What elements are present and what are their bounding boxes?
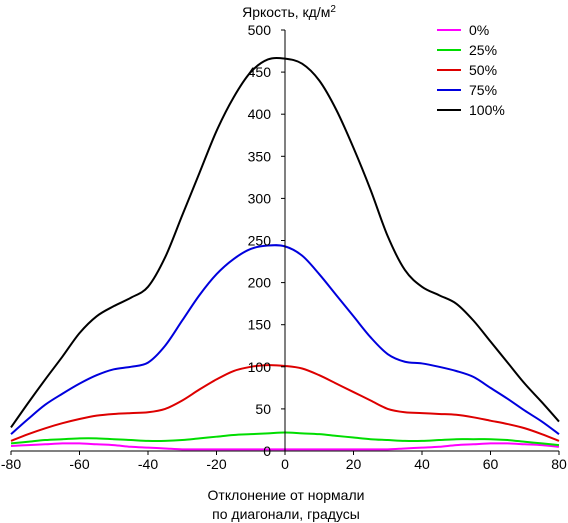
legend-label: 75% [469,82,497,98]
y-axis-title: Яркость, кд/м2 [242,4,336,21]
legend-label: 100% [469,102,505,118]
y-ticks: 50 100 150 200 250 300 350 400 450 500 0 [248,22,285,459]
x-tick-label: -60 [69,456,89,472]
x-tick-label: -20 [206,456,226,472]
legend-label: 25% [469,42,497,58]
y-tick-label: 50 [255,401,271,417]
y-tick-label: 500 [248,22,272,38]
x-tick-label: 0 [281,456,289,472]
x-axis-title-line2: по диагонали, градусы [212,506,360,522]
legend-label: 0% [469,22,489,38]
x-axis-title-line1: Отклонение от нормали [208,487,365,503]
x-tick-label: 20 [346,456,362,472]
y-tick-label: 200 [248,275,272,291]
x-tick-label: 60 [483,456,499,472]
y-tick-label: 300 [248,190,272,206]
legend-label: 50% [469,62,497,78]
y-tick-label: 100 [248,359,272,375]
legend: 0% 25% 50% 75% 100% [437,22,505,118]
y-tick-label: 150 [248,317,272,333]
x-tick-label: 80 [551,456,567,472]
y-tick-label: 250 [248,233,272,249]
x-tick-label: -40 [138,456,158,472]
y-tick-label: 0 [263,443,271,459]
x-tick-label: 40 [414,456,430,472]
x-ticks: -80 -60 -40 -20 0 20 40 60 80 [1,451,567,472]
y-tick-label: 350 [248,148,272,164]
y-tick-label: 450 [248,64,272,80]
x-tick-label: -80 [1,456,21,472]
y-tick-label: 400 [248,106,272,122]
